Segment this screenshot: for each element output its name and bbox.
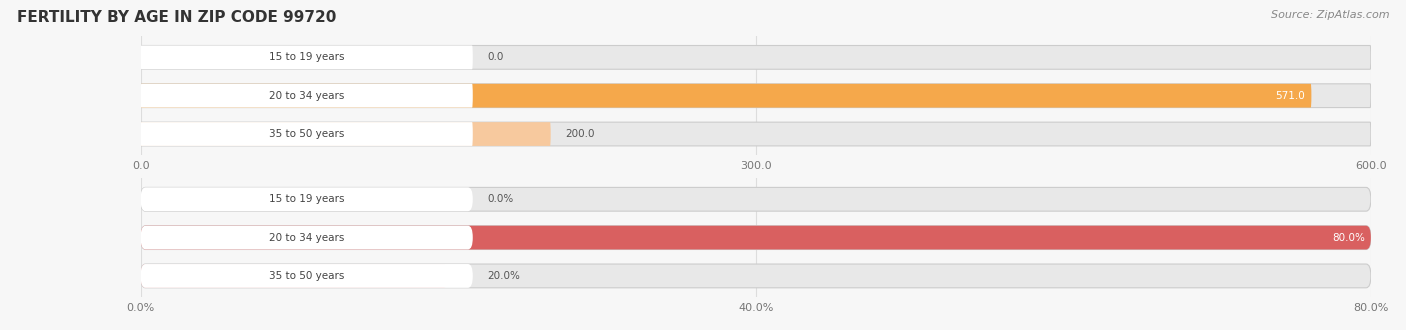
- FancyBboxPatch shape: [141, 264, 1371, 288]
- FancyBboxPatch shape: [141, 264, 472, 288]
- FancyBboxPatch shape: [141, 122, 472, 146]
- Text: 571.0: 571.0: [1275, 91, 1305, 101]
- Text: 15 to 19 years: 15 to 19 years: [269, 194, 344, 204]
- Text: Source: ZipAtlas.com: Source: ZipAtlas.com: [1271, 10, 1389, 20]
- FancyBboxPatch shape: [141, 84, 1371, 108]
- Text: 35 to 50 years: 35 to 50 years: [269, 129, 344, 139]
- Text: 15 to 19 years: 15 to 19 years: [269, 52, 344, 62]
- FancyBboxPatch shape: [141, 264, 449, 288]
- FancyBboxPatch shape: [141, 84, 472, 108]
- FancyBboxPatch shape: [141, 187, 472, 211]
- FancyBboxPatch shape: [141, 46, 1371, 69]
- Text: 0.0: 0.0: [488, 52, 503, 62]
- Text: 0.0%: 0.0%: [488, 194, 513, 204]
- FancyBboxPatch shape: [141, 84, 1312, 108]
- Text: 20.0%: 20.0%: [488, 271, 520, 281]
- FancyBboxPatch shape: [141, 226, 1371, 249]
- Text: FERTILITY BY AGE IN ZIP CODE 99720: FERTILITY BY AGE IN ZIP CODE 99720: [17, 10, 336, 25]
- FancyBboxPatch shape: [141, 226, 472, 249]
- FancyBboxPatch shape: [141, 122, 551, 146]
- FancyBboxPatch shape: [141, 122, 1371, 146]
- FancyBboxPatch shape: [141, 46, 472, 69]
- Text: 80.0%: 80.0%: [1331, 233, 1365, 243]
- Text: 20 to 34 years: 20 to 34 years: [269, 91, 344, 101]
- Text: 200.0: 200.0: [565, 129, 595, 139]
- Text: 20 to 34 years: 20 to 34 years: [269, 233, 344, 243]
- FancyBboxPatch shape: [141, 226, 1371, 249]
- FancyBboxPatch shape: [141, 187, 1371, 211]
- Text: 35 to 50 years: 35 to 50 years: [269, 271, 344, 281]
